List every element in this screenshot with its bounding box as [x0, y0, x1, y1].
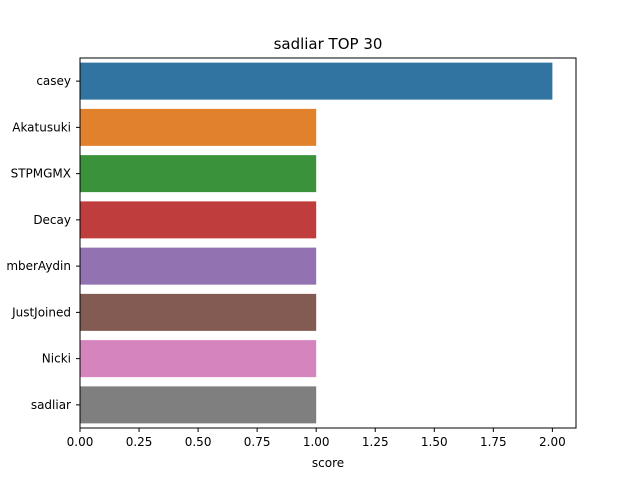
x-tick-label: 0.75: [244, 435, 271, 449]
bar-Decay: [80, 201, 317, 239]
x-tick-label: 0.50: [185, 435, 212, 449]
x-axis-label: score: [312, 456, 344, 470]
y-tick-label: JustJoined: [11, 305, 71, 319]
bar-Nicki: [80, 340, 317, 378]
bar-STPMGMX: [80, 155, 317, 193]
x-tick-label: 0.25: [126, 435, 153, 449]
y-tick-label: Akatusuki: [12, 120, 71, 134]
y-axis-ticks: casey Akatusuki STPMGMX Decay mberAydin JustJ…: [6, 74, 80, 412]
x-tick-label: 1.00: [303, 435, 330, 449]
chart-title: sadliar TOP 30: [274, 35, 383, 53]
y-tick-label: STPMGMX: [11, 167, 71, 181]
bar-mberAydin: [80, 247, 317, 285]
bar-JustJoined: [80, 293, 317, 331]
bar-Akatusuki: [80, 108, 317, 146]
bars-group: [80, 62, 553, 424]
bar-sadliar: [80, 386, 317, 424]
y-tick-label: casey: [36, 74, 71, 88]
bar-casey: [80, 62, 553, 100]
y-tick-label: Nicki: [42, 352, 71, 366]
y-tick-label: Decay: [33, 213, 71, 227]
y-tick-label: mberAydin: [6, 259, 71, 273]
x-tick-label: 0.00: [67, 435, 94, 449]
x-axis-ticks: 0.00 0.25 0.50 0.75 1.00 1.25 1.50 1.75 2.00: [67, 428, 566, 449]
y-tick-label: sadliar: [31, 398, 71, 412]
x-tick-label: 2.00: [539, 435, 566, 449]
x-tick-label: 1.50: [421, 435, 448, 449]
x-tick-label: 1.75: [480, 435, 507, 449]
plot-frame: [79, 57, 577, 429]
x-tick-label: 1.25: [362, 435, 389, 449]
